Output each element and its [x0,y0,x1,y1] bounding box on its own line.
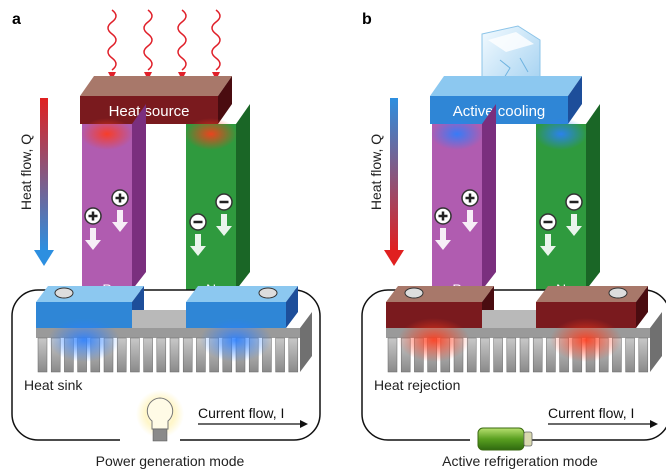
plate-top [536,286,648,302]
fin [480,337,490,373]
leg-glow [431,118,483,150]
plate-top [386,286,494,302]
caption: Active refrigeration mode [442,453,598,469]
heat-sink-side [650,312,662,372]
bulb-base [152,428,168,442]
sink-glow [200,318,272,362]
fin [638,337,649,373]
leg-glow [81,118,133,150]
panel-label: a [12,11,21,28]
carrier-arrow [540,234,556,256]
n-leg-side [236,104,250,290]
contact [54,287,74,299]
plate-bridge [132,310,186,328]
fin [288,337,299,373]
heat-flow-head [34,250,54,266]
fin [532,337,543,373]
contact [258,287,278,299]
current-label: Current flow, I [548,405,634,421]
sink-glow [48,318,120,362]
battery-cap [523,431,533,447]
fin [519,337,530,373]
fin [625,337,635,373]
p-leg-side [132,104,146,290]
plate-top [186,286,298,302]
top-block-side [568,76,582,124]
fin [130,337,140,373]
carrier-arrow [566,214,582,236]
plate-side [636,286,648,328]
sink-glow [398,318,470,362]
carrier-arrow [435,228,451,250]
heat-wave [107,9,117,71]
ice-highlight [488,32,534,52]
panel-label: b [362,11,372,28]
ice-crack [499,57,529,79]
bottom-label: Heat sink [24,377,83,393]
fin [37,337,48,373]
top-label: Heat source [109,103,190,120]
heat-wave [177,9,187,71]
heat-flow-head [384,250,404,266]
bottom-label: Heat rejection [374,377,460,393]
heat-flow-arrow [390,98,398,250]
carrier-arrow [462,210,478,232]
fin [182,337,193,373]
leg-glow [535,118,587,150]
current-arrow-head [300,420,308,428]
top-label: Active cooling [453,103,546,120]
fin [493,337,503,373]
caption: Power generation mode [96,453,245,469]
fin [143,337,153,373]
p-leg [82,124,132,290]
fin [506,337,517,373]
fin [275,337,285,373]
n-leg-side [586,104,600,290]
heat-flow-label: Heat flow, Q [18,134,34,210]
carrier-arrow [190,234,206,256]
current-arrow-head [650,420,658,428]
plate-side [286,286,298,328]
contact [608,287,628,299]
p-leg-side [482,104,496,290]
carrier-arrow [85,228,101,250]
plate-top [36,286,144,302]
heat-wave [211,9,221,71]
top-block-top [430,76,582,96]
fin [466,337,477,373]
current-label: Current flow, I [198,405,284,421]
carrier-arrow [216,214,232,236]
fin [169,337,180,373]
heat-flow-label: Heat flow, Q [368,134,384,210]
contact [404,287,424,299]
heat-sink [36,328,300,338]
top-block-side [218,76,232,124]
fin [387,337,398,373]
heat-sink [386,328,650,338]
carrier-arrow [112,210,128,232]
fin [116,337,127,373]
sink-glow [550,318,622,362]
heat-flow-arrow [40,98,48,250]
p-leg [432,124,482,290]
top-block-top [80,76,232,96]
leg-glow [185,118,237,150]
battery [477,427,525,451]
heat-sink-side [300,312,312,372]
fin [156,337,167,373]
plate-bridge [482,310,536,328]
heat-wave [143,9,153,71]
